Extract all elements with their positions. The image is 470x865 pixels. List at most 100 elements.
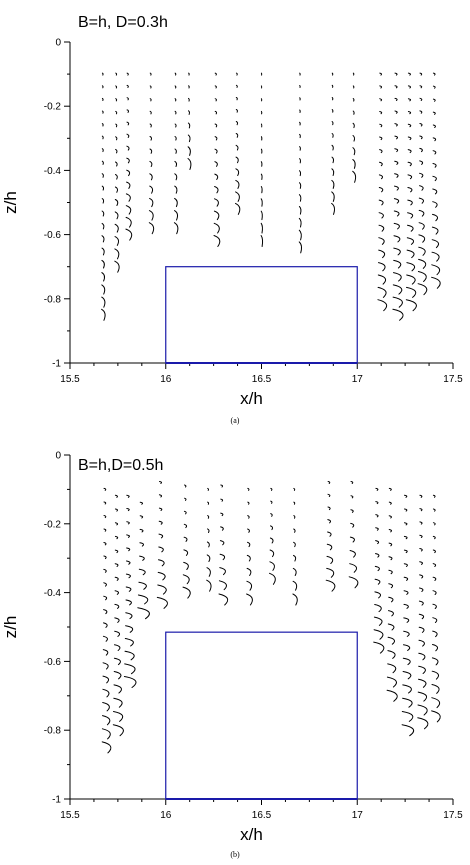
velocity-vector <box>418 678 427 688</box>
vector-column <box>235 72 241 215</box>
velocity-vector <box>298 194 302 202</box>
x-tick-label: 16.5 <box>252 374 272 385</box>
velocity-vector <box>125 193 131 202</box>
velocity-vector <box>379 149 383 154</box>
velocity-vector <box>298 241 303 254</box>
velocity-vector <box>432 163 437 168</box>
velocity-vector <box>403 576 409 581</box>
velocity-vector <box>125 228 133 241</box>
velocity-vector <box>246 554 251 562</box>
velocity-vector <box>138 581 147 590</box>
velocity-vector <box>174 185 178 194</box>
y-tick-label: -0.8 <box>44 726 62 737</box>
velocity-vector <box>101 135 104 140</box>
velocity-vector <box>379 123 383 128</box>
velocity-vector <box>432 563 437 567</box>
velocity-vector <box>407 136 412 141</box>
velocity-vector <box>375 540 380 545</box>
velocity-vector <box>349 536 355 543</box>
velocity-vector <box>101 741 112 754</box>
vector-column <box>405 72 417 312</box>
velocity-vector <box>378 187 384 193</box>
x-tick-label: 15.5 <box>60 374 80 385</box>
velocity-vector <box>174 160 178 167</box>
velocity-vector <box>403 549 408 554</box>
velocity-vector <box>188 97 190 102</box>
velocity-vector <box>102 662 109 670</box>
velocity-vector <box>126 97 129 101</box>
velocity-vector <box>394 185 399 191</box>
vector-column <box>101 72 106 321</box>
velocity-vector <box>114 211 119 220</box>
velocity-vector <box>403 563 408 567</box>
velocity-vector <box>393 210 400 217</box>
velocity-vector <box>331 168 335 176</box>
velocity-vector <box>235 191 240 202</box>
velocity-vector <box>158 507 163 511</box>
vector-column <box>123 494 137 688</box>
velocity-vector <box>235 84 238 88</box>
velocity-vector <box>126 145 130 151</box>
velocity-vector <box>432 201 438 208</box>
velocity-vector <box>188 72 190 76</box>
velocity-vector <box>260 235 264 247</box>
velocity-vector <box>113 657 121 666</box>
velocity-vector <box>419 85 423 89</box>
velocity-vector <box>374 578 381 585</box>
y-tick-label: -0.6 <box>44 230 62 241</box>
velocity-vector <box>214 72 217 76</box>
velocity-vector <box>220 498 224 502</box>
velocity-vector <box>101 235 105 243</box>
velocity-vector <box>431 251 440 262</box>
velocity-vector <box>431 684 440 694</box>
velocity-vector <box>220 526 224 531</box>
y-tick-label: -0.4 <box>44 588 62 599</box>
velocity-vector <box>207 528 210 533</box>
velocity-vector <box>126 181 131 189</box>
velocity-vector <box>407 98 412 102</box>
x-tick-label: 15.5 <box>60 810 80 821</box>
velocity-vector <box>112 724 124 737</box>
velocity-vector <box>432 494 436 498</box>
velocity-vector <box>406 262 416 272</box>
velocity-vector <box>182 574 190 585</box>
velocity-vector <box>379 98 383 102</box>
velocity-vector <box>115 123 118 128</box>
velocity-vector <box>149 197 154 208</box>
velocity-vector <box>101 198 105 204</box>
y-axis-label: z/h <box>1 191 20 214</box>
velocity-vector <box>407 123 412 128</box>
velocity-vector <box>374 591 382 599</box>
velocity-vector <box>124 650 135 661</box>
vector-column <box>213 72 221 247</box>
velocity-vector <box>378 199 384 206</box>
vector-column <box>392 72 404 321</box>
velocity-vector <box>114 522 119 526</box>
velocity-vector <box>269 549 275 558</box>
velocity-vector <box>432 549 436 554</box>
velocity-vector <box>101 110 104 114</box>
x-axis-label: x/h <box>240 389 263 408</box>
velocity-vector <box>114 508 118 512</box>
velocity-vector <box>149 85 152 89</box>
velocity-vector <box>214 186 219 194</box>
velocity-vector <box>327 493 331 497</box>
velocity-vector <box>183 523 188 529</box>
y-tick-label: -1 <box>52 795 61 806</box>
velocity-vector <box>379 72 382 76</box>
velocity-vector <box>114 549 119 554</box>
velocity-vector <box>213 235 221 247</box>
velocity-vector <box>331 133 334 138</box>
velocity-vector <box>402 657 411 666</box>
velocity-vector <box>115 72 118 76</box>
velocity-vector <box>182 586 191 599</box>
velocity-vector <box>269 537 274 544</box>
velocity-vector <box>293 554 297 562</box>
velocity-vector <box>432 603 437 609</box>
velocity-vector <box>101 728 111 740</box>
velocity-vector <box>418 600 424 606</box>
velocity-vector <box>375 487 379 491</box>
velocity-vector <box>260 173 263 180</box>
velocity-vector <box>418 665 426 674</box>
vector-column <box>417 494 429 730</box>
